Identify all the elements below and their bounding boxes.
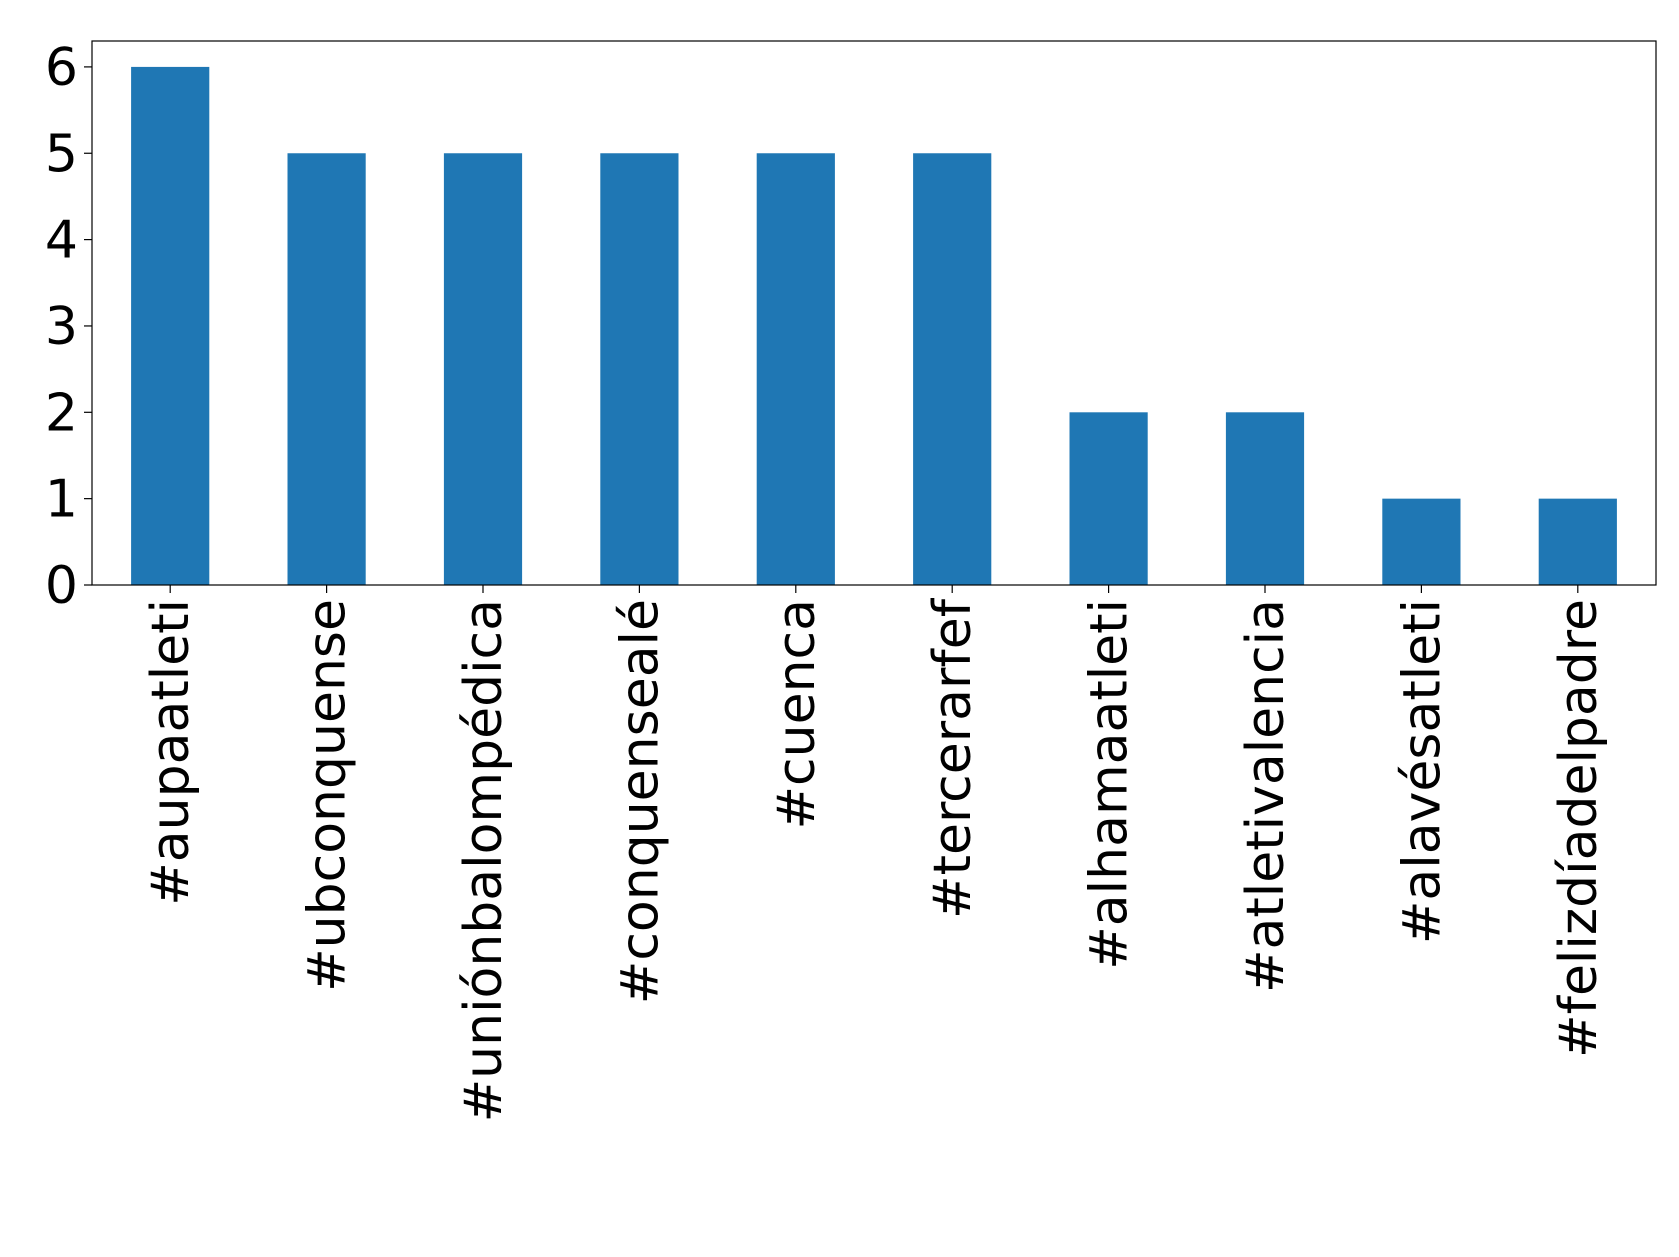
y-tick-label: 2 xyxy=(45,383,78,443)
y-tick-label: 0 xyxy=(45,556,78,616)
bar xyxy=(287,153,366,585)
bar xyxy=(443,153,523,585)
bar xyxy=(1069,412,1148,585)
x-tick-label: #tercerarfef xyxy=(923,597,983,919)
bar xyxy=(131,66,210,585)
y-tick-label: 6 xyxy=(45,38,78,98)
x-tick-label: #conquensealé xyxy=(610,599,670,1004)
x-tick-label: #alhamaatleti xyxy=(1080,599,1140,970)
plot-frame xyxy=(91,40,1657,586)
x-tick-label: #ubconquense xyxy=(298,599,358,992)
bar xyxy=(1538,498,1617,585)
x-tick-label: #alavésatleti xyxy=(1392,599,1452,944)
x-tick-label: #aupaatleti xyxy=(141,599,201,906)
bar xyxy=(1225,412,1305,585)
bar xyxy=(913,153,992,585)
y-tick-label: 1 xyxy=(45,470,78,530)
y-tick-label: 5 xyxy=(45,124,78,184)
x-tick-label: #uniónbalompédica xyxy=(454,599,514,1122)
y-tick-label: 4 xyxy=(45,211,78,271)
bar xyxy=(756,153,835,585)
y-tick-label: 3 xyxy=(45,297,78,357)
bar xyxy=(600,153,679,585)
bar xyxy=(1382,498,1461,585)
x-tick-label: #atletivalencia xyxy=(1236,599,1296,993)
x-tick-label: #felizdíadelpadre xyxy=(1549,599,1609,1058)
x-tick-label: #cuenca xyxy=(767,599,827,830)
